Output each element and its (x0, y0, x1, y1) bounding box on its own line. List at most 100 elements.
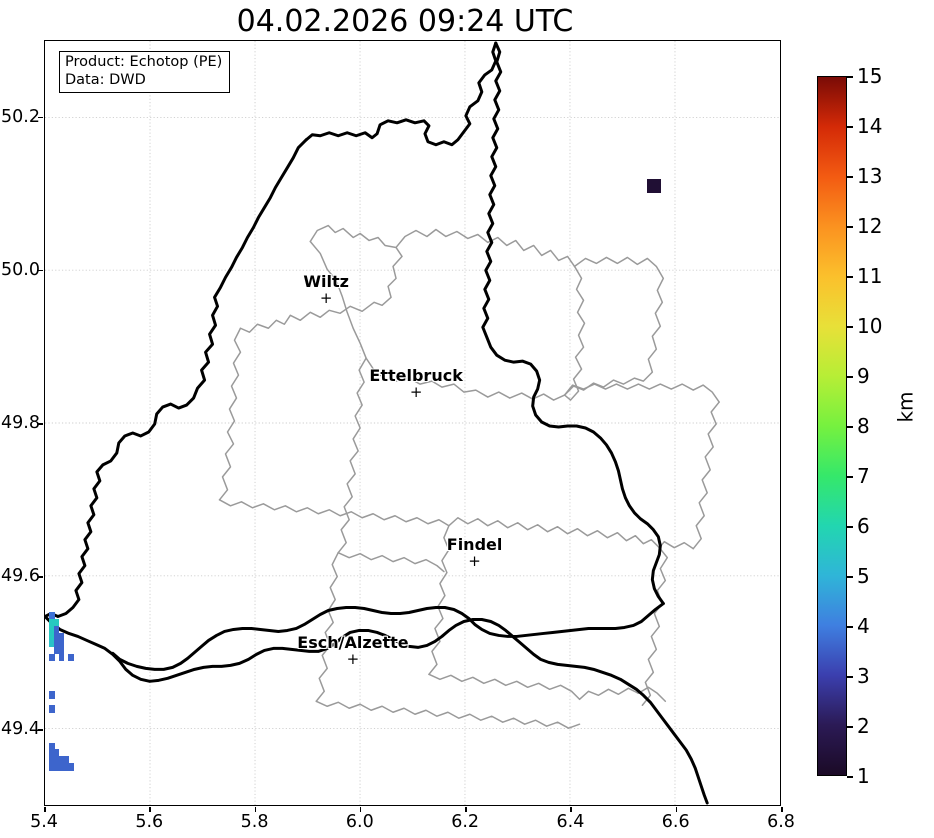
grid-lines (45, 41, 780, 805)
colorbar-tick-mark (847, 176, 853, 178)
radar-echo-cell (49, 704, 55, 713)
colorbar-tick-label: 4 (857, 614, 870, 638)
y-tick-mark (38, 576, 43, 578)
colorbar-tick-mark (847, 676, 853, 678)
radar-echo-cell (63, 756, 69, 764)
colorbar-tick-label: 9 (857, 364, 870, 388)
city-label: Wiltz (303, 271, 349, 291)
colorbar-axis-label: km (893, 391, 918, 423)
colorbar-tick-label: 6 (857, 514, 870, 538)
radar-echo-cell (49, 653, 55, 662)
x-tick-label: 6.0 (345, 812, 374, 832)
radar-echo-cell (63, 763, 69, 771)
radar-echo-cell (68, 763, 74, 771)
radar-echo-cell (49, 742, 55, 751)
colorbar-tick-mark (847, 626, 853, 628)
city-marker-wiltz: Wiltz + (303, 271, 349, 307)
radar-echo-cell (58, 756, 65, 764)
x-tick-mark (149, 807, 151, 812)
radar-echo-cell (53, 749, 60, 758)
radar-echo-cell (53, 632, 60, 641)
x-tick-mark (359, 807, 362, 812)
city-cross-icon: + (319, 288, 333, 307)
radar-echo-cell (58, 646, 65, 655)
colorbar-tick-label: 5 (857, 564, 870, 588)
city-cross-icon: + (409, 382, 423, 401)
radar-echo-cell (53, 626, 60, 634)
radar-echo-cell (53, 763, 60, 771)
radar-echo-cell (49, 749, 55, 758)
radar-echo-cell (49, 756, 55, 764)
colorbar-tick-mark (847, 576, 853, 578)
radar-echo-cell (53, 639, 60, 648)
x-tick-mark (570, 807, 572, 812)
x-tick-mark (465, 807, 467, 812)
x-tick-mark (781, 807, 783, 812)
colorbar-tick-mark (847, 526, 853, 528)
radar-echo-cell (58, 763, 65, 771)
y-tick-mark (38, 423, 43, 425)
x-tick-mark (44, 807, 46, 812)
colorbar-tick-label: 11 (857, 264, 883, 288)
canton-boundaries (218, 224, 720, 729)
x-tick-mark (254, 807, 257, 812)
radar-echo-cell (49, 612, 55, 620)
info-data-line: Data: DWD (65, 71, 146, 88)
city-marker-esch-alzette: Esch/Alzette + (297, 635, 408, 667)
radar-echo-layer (45, 41, 780, 805)
radar-echo-cell (53, 646, 60, 655)
colorbar-gradient (817, 76, 847, 776)
x-tick-label: 6.4 (556, 812, 585, 832)
y-tick-mark (38, 269, 43, 272)
map-geometry (45, 41, 780, 805)
colorbar-tick-mark (847, 776, 853, 778)
colorbar-tick-label: 1 (857, 764, 870, 788)
city-label-layer: Wiltz + Ettelbruck + Findel + Esch/Alzette + (45, 41, 780, 805)
y-tick-mark (38, 116, 43, 119)
x-tick-label: 6.8 (767, 812, 795, 832)
colorbar-tick-mark (847, 276, 853, 278)
colorbar-tick-label: 14 (857, 114, 883, 138)
radar-echo-cell (53, 756, 60, 764)
radar-echo-cell (49, 619, 55, 627)
y-tick-label: 50.2 (1, 106, 40, 127)
colorbar-tick-mark (847, 476, 853, 478)
page-title: 04.02.2026 09:24 UTC (236, 4, 574, 39)
colorbar-tick-label: 12 (857, 214, 883, 238)
city-marker-findel: Findel + (447, 537, 503, 569)
colorbar-tick-label: 3 (857, 664, 870, 688)
radar-echo-cell (49, 626, 55, 634)
y-tick-label: 49.6 (1, 566, 40, 587)
x-tick-label: 5.8 (240, 812, 269, 832)
city-label: Ettelbruck (369, 365, 463, 385)
radar-echo-cell (53, 619, 60, 627)
colorbar-tick-label: 7 (857, 464, 870, 488)
y-axis-ticks: 49.4 49.6 49.8 50.0 50.2 (0, 40, 43, 806)
city-cross-icon: + (346, 650, 360, 669)
radar-echo-cell (49, 763, 55, 771)
x-tick-label: 6.2 (451, 812, 480, 832)
y-tick-label: 49.4 (1, 719, 40, 740)
colorbar-tick-mark (847, 126, 853, 128)
radar-echo-cell (58, 653, 65, 662)
product-info-box: Product: Echotop (PE) Data: DWD (59, 51, 231, 94)
city-label: Findel (446, 535, 503, 555)
colorbar-tick-label: 10 (857, 314, 883, 338)
colorbar-tick-mark (847, 726, 853, 728)
radar-echo-cell (49, 639, 55, 648)
colorbar-tick-label: 2 (857, 714, 870, 738)
x-axis-ticks: 5.4 5.6 5.8 6.0 6.2 6.4 6.6 6.8 (30, 807, 795, 838)
y-tick-label: 49.8 (1, 413, 40, 433)
y-tick-mark (38, 729, 43, 731)
city-cross-icon: + (468, 552, 481, 571)
radar-echo-cell (58, 632, 65, 641)
city-label: Esch/Alzette (297, 633, 409, 653)
x-tick-mark (675, 807, 678, 812)
colorbar-tick-mark (847, 326, 853, 328)
colorbar-tick-label: 15 (857, 64, 883, 88)
national-border (45, 41, 709, 805)
colorbar-tick-mark (847, 76, 853, 78)
colorbar-tick-label: 8 (857, 414, 870, 438)
x-tick-label: 5.4 (30, 812, 58, 832)
info-product-line: Product: Echotop (PE) (65, 54, 223, 70)
